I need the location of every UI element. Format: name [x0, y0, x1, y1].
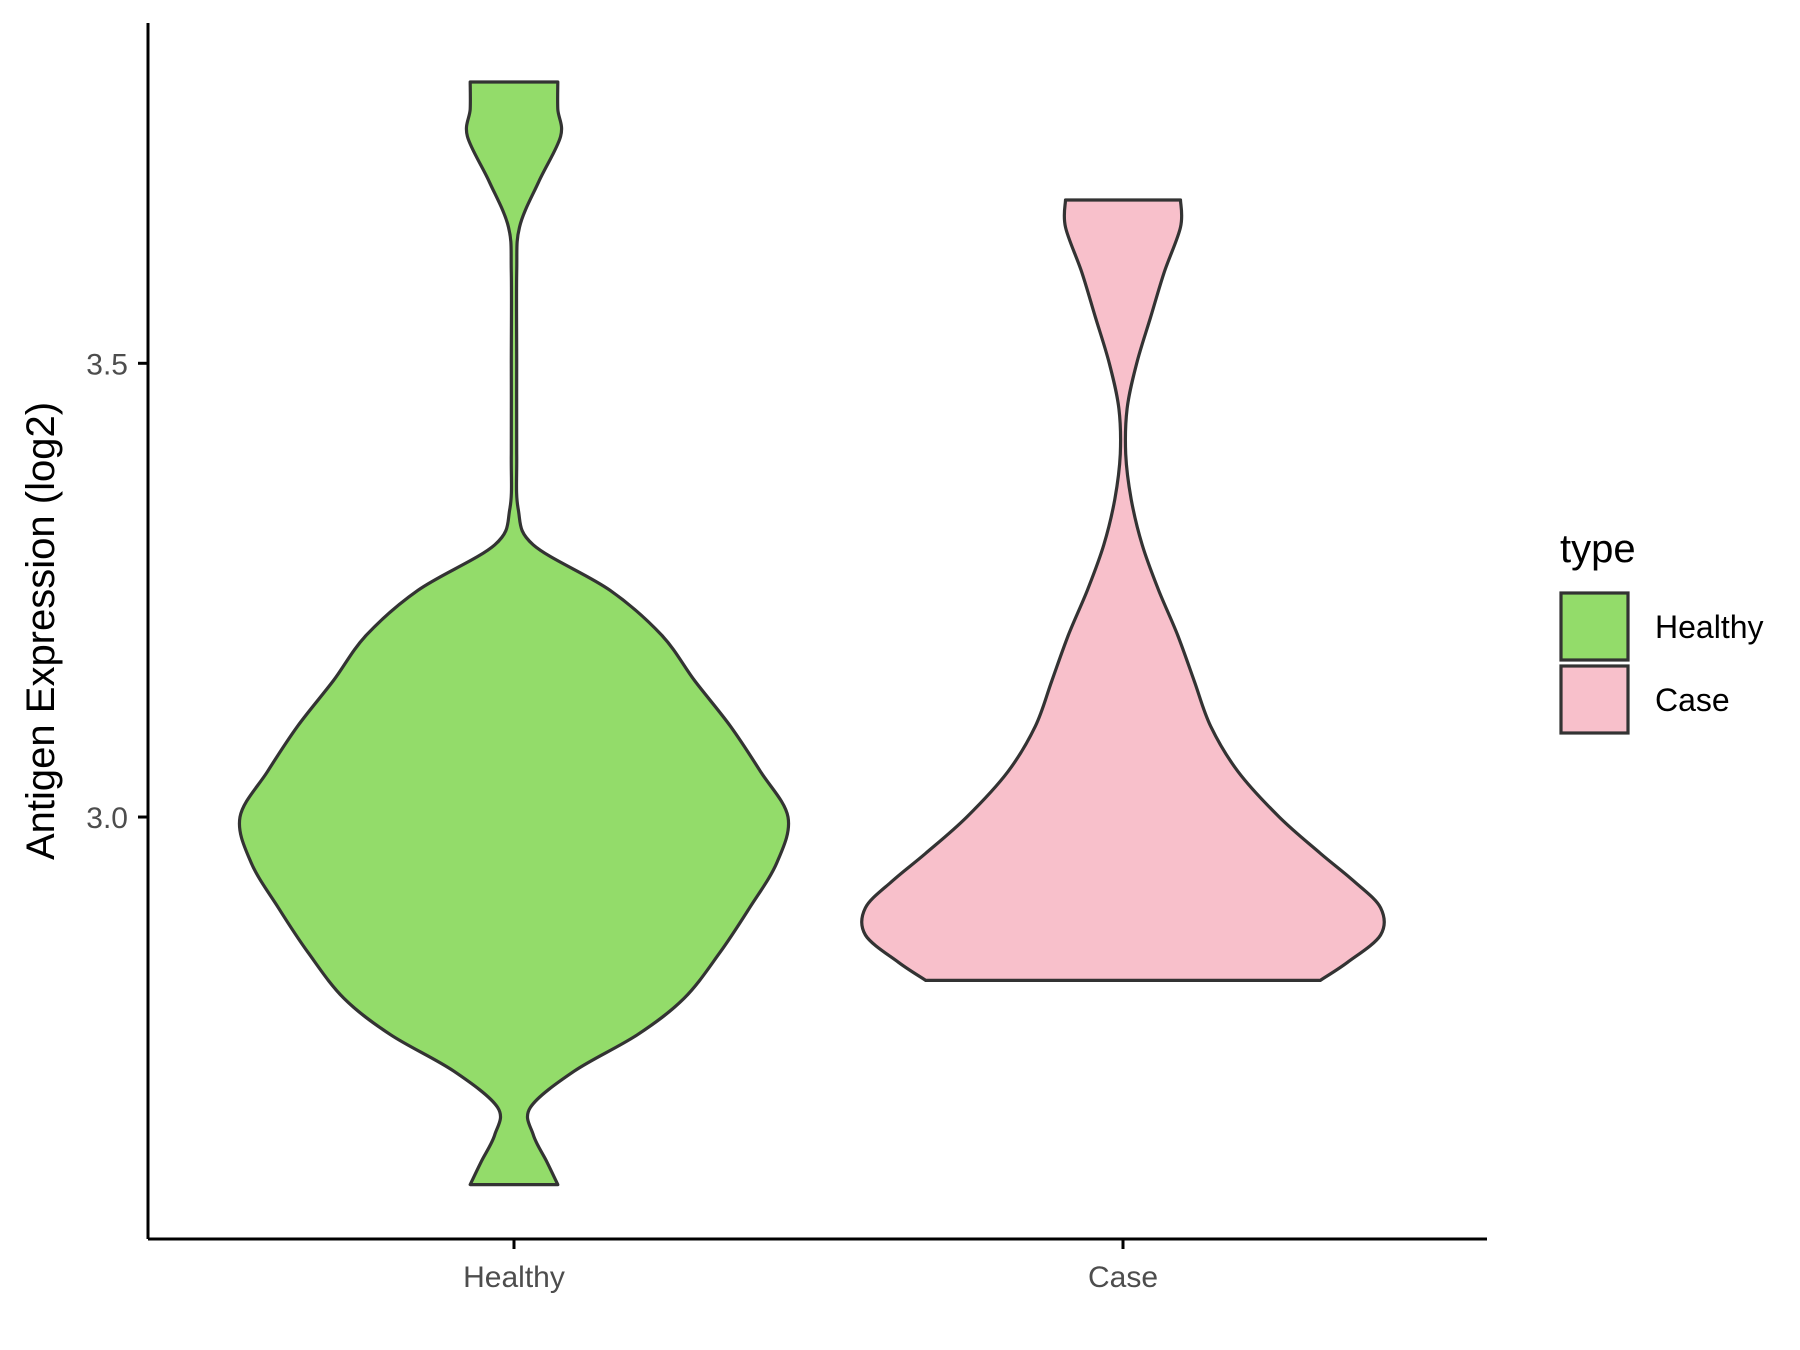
- x-tick-label: Healthy: [463, 1261, 565, 1294]
- legend: type Healthy Case: [1559, 527, 1764, 735]
- legend-label: Case: [1655, 682, 1730, 718]
- y-ticks: 3.0 3.5: [86, 348, 148, 835]
- y-tick-label: 3.5: [86, 348, 128, 381]
- legend-swatch: [1559, 591, 1630, 662]
- y-axis-title: Antigen Expression (log2): [19, 402, 63, 860]
- legend-title: type: [1560, 527, 1636, 571]
- violin-healthy: [237, 80, 791, 1187]
- legend-swatch: [1559, 664, 1630, 735]
- x-tick-label: Case: [1088, 1261, 1158, 1294]
- x-ticks: Healthy Case: [463, 1239, 1158, 1294]
- violin-case: [860, 198, 1386, 982]
- violins-layer: [237, 80, 1386, 1187]
- legend-label: Healthy: [1655, 609, 1764, 645]
- y-tick-label: 3.0: [86, 802, 128, 835]
